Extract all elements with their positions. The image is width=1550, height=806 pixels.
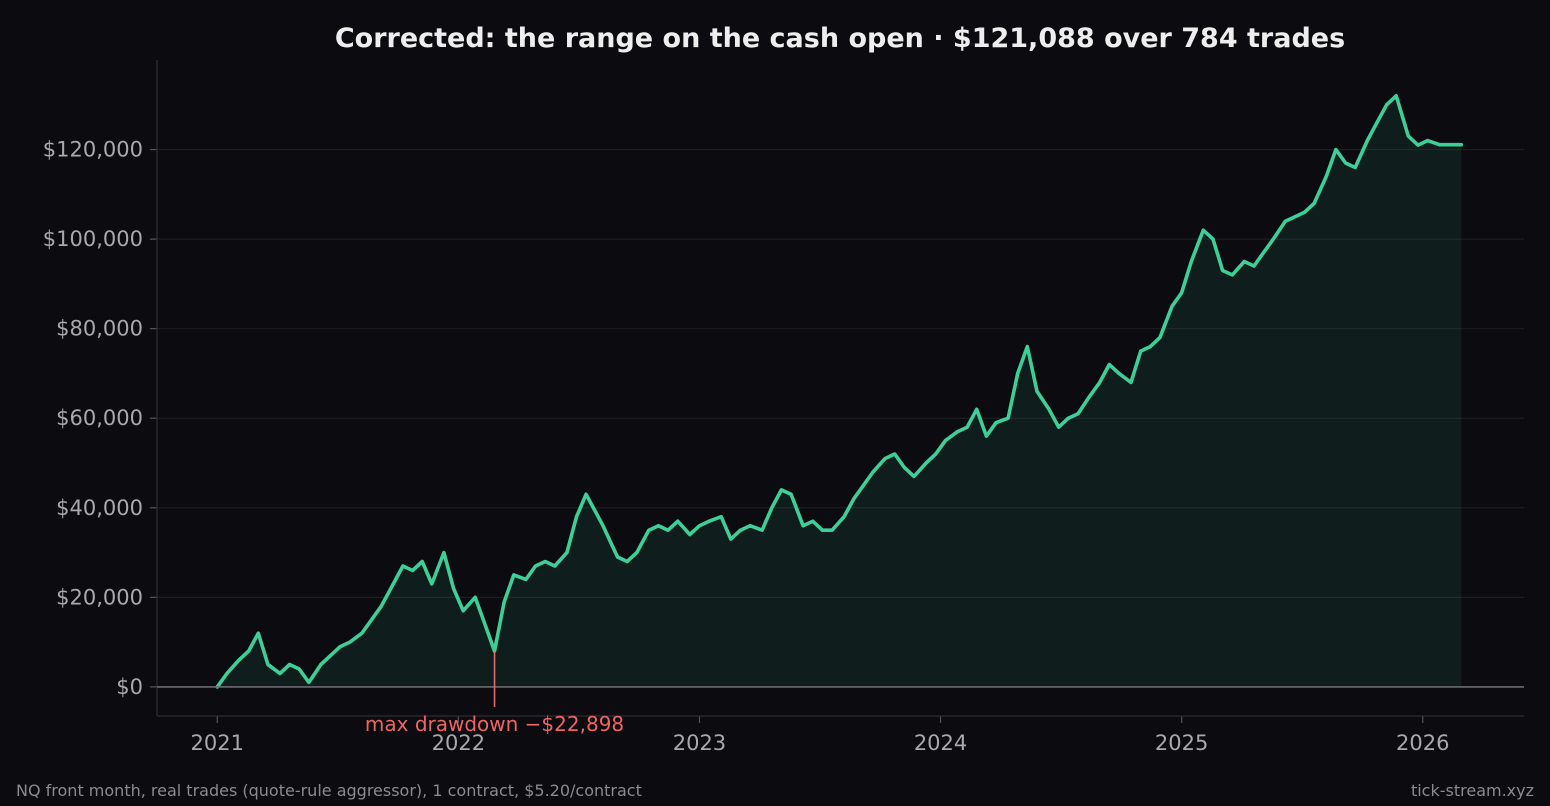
y-tick-label: $60,000	[56, 406, 143, 430]
x-tick-label: 2026	[1396, 731, 1449, 755]
axes: $0 $20,000 $40,000 $60,000 $80,000 $100,000 $1…	[43, 60, 1524, 755]
y-tick-label: $0	[116, 675, 143, 699]
x-tick-label: 2024	[914, 731, 967, 755]
drawdown-label: max drawdown −$22,898	[365, 712, 624, 736]
y-tick-label: $40,000	[56, 496, 143, 520]
x-tick-label: 2021	[191, 731, 244, 755]
x-tick-label: 2025	[1155, 731, 1208, 755]
drawdown-annotation: max drawdown −$22,898	[365, 651, 624, 736]
y-tick-label: $100,000	[43, 227, 143, 251]
equity-line-layer	[215, 94, 1464, 689]
x-tick-label: 2022	[432, 731, 485, 755]
footer-source-note: NQ front month, real trades (quote-rule …	[16, 781, 642, 800]
y-tick-label: $20,000	[56, 585, 143, 609]
equity-line	[215, 94, 1464, 689]
grid-lines	[157, 148, 1524, 598]
footer-site: tick-stream.xyz	[1411, 781, 1534, 800]
equity-area	[217, 95, 1462, 687]
chart-title: Corrected: the range on the cash open · …	[335, 23, 1345, 54]
x-tick-label: 2023	[673, 731, 726, 755]
y-tick-label: $80,000	[56, 317, 143, 341]
y-tick-label: $120,000	[43, 138, 143, 162]
equity-area-fill	[217, 95, 1462, 687]
